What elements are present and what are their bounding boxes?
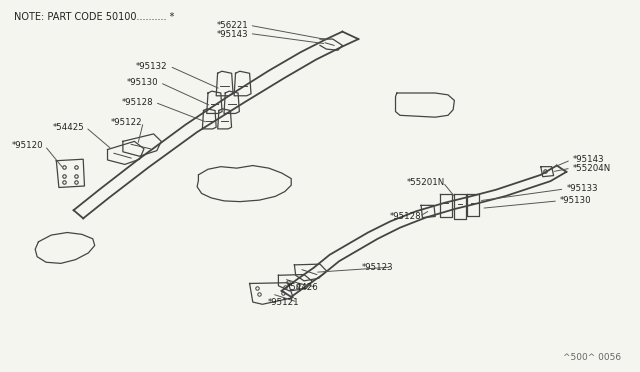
Text: *55204N: *55204N [573,164,611,173]
Text: *95133: *95133 [566,185,598,193]
Text: *95143: *95143 [573,155,604,164]
Text: *95120: *95120 [12,141,44,150]
Text: *95143: *95143 [217,30,248,39]
Text: NOTE: PART CODE 50100.......... *: NOTE: PART CODE 50100.......... * [14,12,175,22]
Text: *56221: *56221 [216,21,248,30]
Text: ^500^ 0056: ^500^ 0056 [563,353,621,362]
Text: *54425: *54425 [52,123,84,132]
Text: *95122: *95122 [111,118,142,126]
Text: *55201N: *55201N [406,178,445,187]
Text: *95132: *95132 [136,62,168,71]
Text: *95128: *95128 [122,98,154,107]
Text: *95128: *95128 [390,212,421,221]
Text: *95121: *95121 [268,298,300,307]
Text: *95130: *95130 [127,78,159,87]
Text: *95123: *95123 [362,263,394,272]
Text: *54426: *54426 [287,283,319,292]
Text: *95130: *95130 [560,196,591,205]
